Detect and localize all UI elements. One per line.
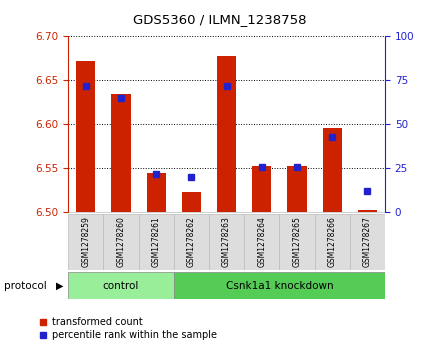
Text: GSM1278259: GSM1278259	[81, 216, 90, 266]
Bar	[147, 173, 166, 212]
Bar	[182, 192, 201, 212]
Bar	[279, 214, 315, 270]
Bar	[111, 94, 131, 212]
Bar	[103, 214, 139, 270]
Text: protocol: protocol	[4, 281, 47, 291]
Bar	[68, 214, 103, 270]
Bar	[244, 214, 279, 270]
Bar	[217, 56, 236, 212]
Text: control: control	[103, 281, 139, 291]
Bar	[350, 214, 385, 270]
Text: GSM1278261: GSM1278261	[152, 216, 161, 266]
Bar	[287, 166, 307, 212]
Text: GSM1278263: GSM1278263	[222, 216, 231, 266]
Bar	[315, 214, 350, 270]
Legend: transformed count, percentile rank within the sample: transformed count, percentile rank withi…	[40, 317, 217, 340]
Bar	[139, 214, 174, 270]
Text: GSM1278266: GSM1278266	[328, 216, 337, 266]
Bar	[76, 61, 95, 212]
Text: GSM1278265: GSM1278265	[293, 216, 301, 266]
Text: GSM1278260: GSM1278260	[117, 216, 125, 266]
Bar	[209, 214, 244, 270]
Bar	[68, 272, 174, 299]
Text: GSM1278262: GSM1278262	[187, 216, 196, 266]
Text: GSM1278267: GSM1278267	[363, 216, 372, 266]
Bar	[323, 128, 342, 212]
Text: GSM1278264: GSM1278264	[257, 216, 266, 266]
Text: ▶: ▶	[55, 281, 63, 291]
Text: Csnk1a1 knockdown: Csnk1a1 knockdown	[226, 281, 333, 291]
Bar	[358, 210, 377, 212]
Bar	[252, 166, 271, 212]
Bar	[174, 214, 209, 270]
Bar	[174, 272, 385, 299]
Text: GDS5360 / ILMN_1238758: GDS5360 / ILMN_1238758	[133, 13, 307, 26]
